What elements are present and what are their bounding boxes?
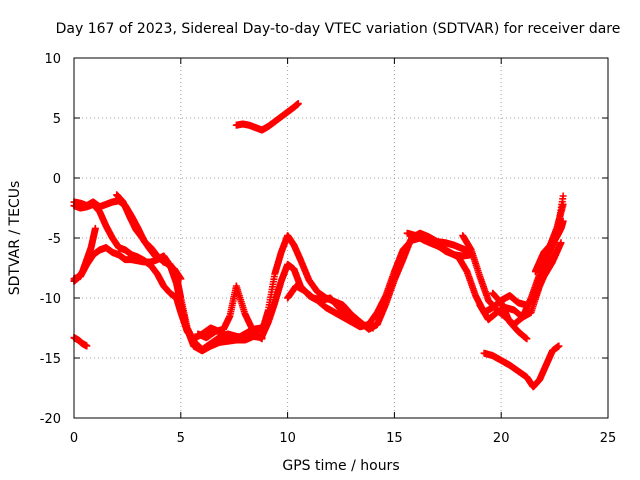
x-axis-title: GPS time / hours <box>282 458 399 474</box>
data-points <box>70 100 567 391</box>
x-tick-label: 5 <box>177 431 185 446</box>
axis-ticks <box>73 57 609 419</box>
series-markers <box>232 100 302 134</box>
series-arc-8 <box>232 100 302 134</box>
x-tick-label: 20 <box>493 431 510 446</box>
series-arc-1 <box>70 197 266 354</box>
grid <box>74 58 608 418</box>
series-arc-5 <box>113 191 185 283</box>
chart-title: Day 167 of 2023, Sidereal Day-to-day VTE… <box>56 21 621 37</box>
x-tick-label: 10 <box>279 431 296 446</box>
series-markers <box>284 282 377 332</box>
series-arc-2 <box>70 200 266 343</box>
series-arc-17 <box>531 217 567 276</box>
series-markers <box>194 282 266 343</box>
y-tick-label: 5 <box>53 112 61 127</box>
y-axis-title: SDTVAR / TECUs <box>7 181 23 296</box>
series-markers <box>70 200 266 343</box>
y-tick-label: -5 <box>48 232 61 247</box>
x-tick-label: 15 <box>386 431 403 446</box>
series-arc-16 <box>480 342 563 391</box>
series-arc-6 <box>194 282 266 343</box>
series-markers <box>70 334 91 350</box>
y-tick-label: -15 <box>40 352 61 367</box>
y-tick-label: -10 <box>40 292 61 307</box>
y-tick-label: -20 <box>40 412 61 427</box>
series-arc-7 <box>70 334 91 350</box>
series-arc-11 <box>284 282 377 332</box>
x-tick-label: 0 <box>70 431 78 446</box>
y-tick-label: 0 <box>53 172 61 187</box>
series-markers <box>531 217 567 276</box>
tick-labels: 0 5 10 15 20 25 -20 -15 -10 -5 0 5 10 <box>40 52 617 446</box>
series-markers <box>480 342 563 391</box>
series-markers <box>113 191 185 283</box>
series-arc-15 <box>489 289 531 343</box>
series-markers <box>489 289 531 343</box>
series-markers <box>70 197 266 354</box>
x-tick-label: 25 <box>600 431 617 446</box>
y-tick-label: 10 <box>44 52 61 67</box>
